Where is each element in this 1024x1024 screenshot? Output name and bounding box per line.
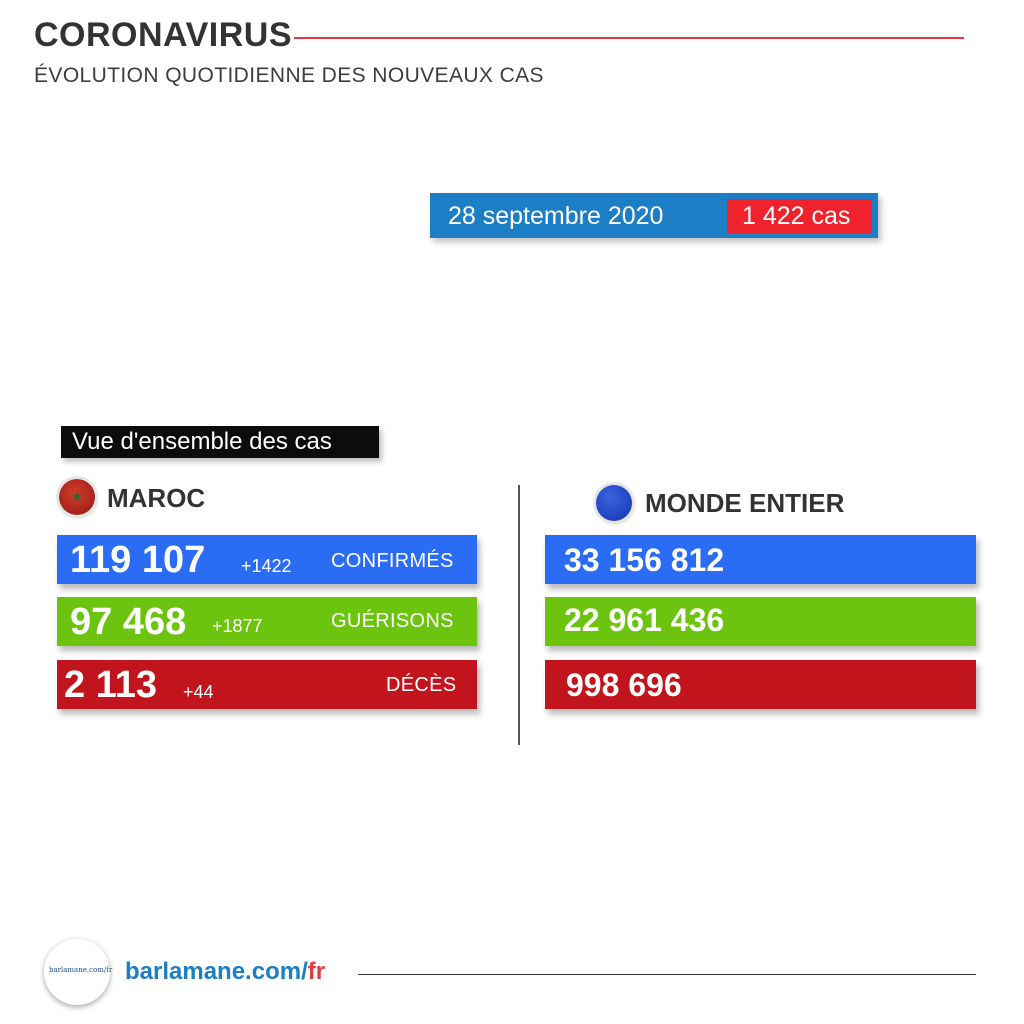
monde-recovered-bar [545,597,976,646]
barlamane-logo[interactable] [44,939,110,1005]
maroc-confirmed-value: 119 107 [70,539,206,581]
maroc-heading: MAROC [107,483,206,513]
maroc-recovered-delta: +1877 [212,616,263,636]
footer-website-link[interactable]: barlamane.com/fr [125,958,325,986]
page-title: CORONAVIRUS [34,16,292,54]
footer-url-main: barlamane.com/ [125,958,308,985]
maroc-confirmed-label: CONFIRMÉS [331,550,454,572]
maroc-deaths-value: 2 113 [64,664,157,706]
monde-confirmed-bar [545,535,976,584]
logo-text: barlamane.com/fr [49,966,113,974]
monde-confirmed-value: 33 156 812 [564,542,725,578]
title-divider [294,37,964,39]
maroc-recovered-bar [57,597,477,646]
maroc-confirmed-bar [57,535,477,584]
morocco-flag-icon [59,479,95,515]
maroc-deaths-bar [57,660,477,709]
monde-recovered-value: 22 961 436 [564,602,725,638]
overview-heading-box [61,426,379,458]
maroc-deaths-label: DÉCÈS [386,674,457,696]
maroc-confirmed-delta: +1422 [241,556,292,576]
daily-cases-count: 1 422 cas [742,202,851,230]
maroc-recovered-value: 97 468 [70,601,187,643]
daily-date: 28 septembre 2020 [448,202,664,230]
page-subtitle: ÉVOLUTION QUOTIDIENNE DES NOUVEAUX CAS [34,64,544,87]
footer-url-suffix: fr [307,958,326,985]
overview-heading: Vue d'ensemble des cas [72,428,332,455]
column-divider [518,485,520,745]
flag-star-icon: ★ [71,488,84,504]
footer-divider [358,974,976,975]
maroc-deaths-delta: +44 [183,682,214,702]
monde-heading: MONDE ENTIER [645,488,845,518]
globe-icon [596,485,632,521]
daily-cases-badge [727,199,872,233]
monde-deaths-value: 998 696 [566,667,682,703]
monde-deaths-bar [545,660,976,709]
maroc-recovered-label: GUÉRISONS [331,610,454,632]
